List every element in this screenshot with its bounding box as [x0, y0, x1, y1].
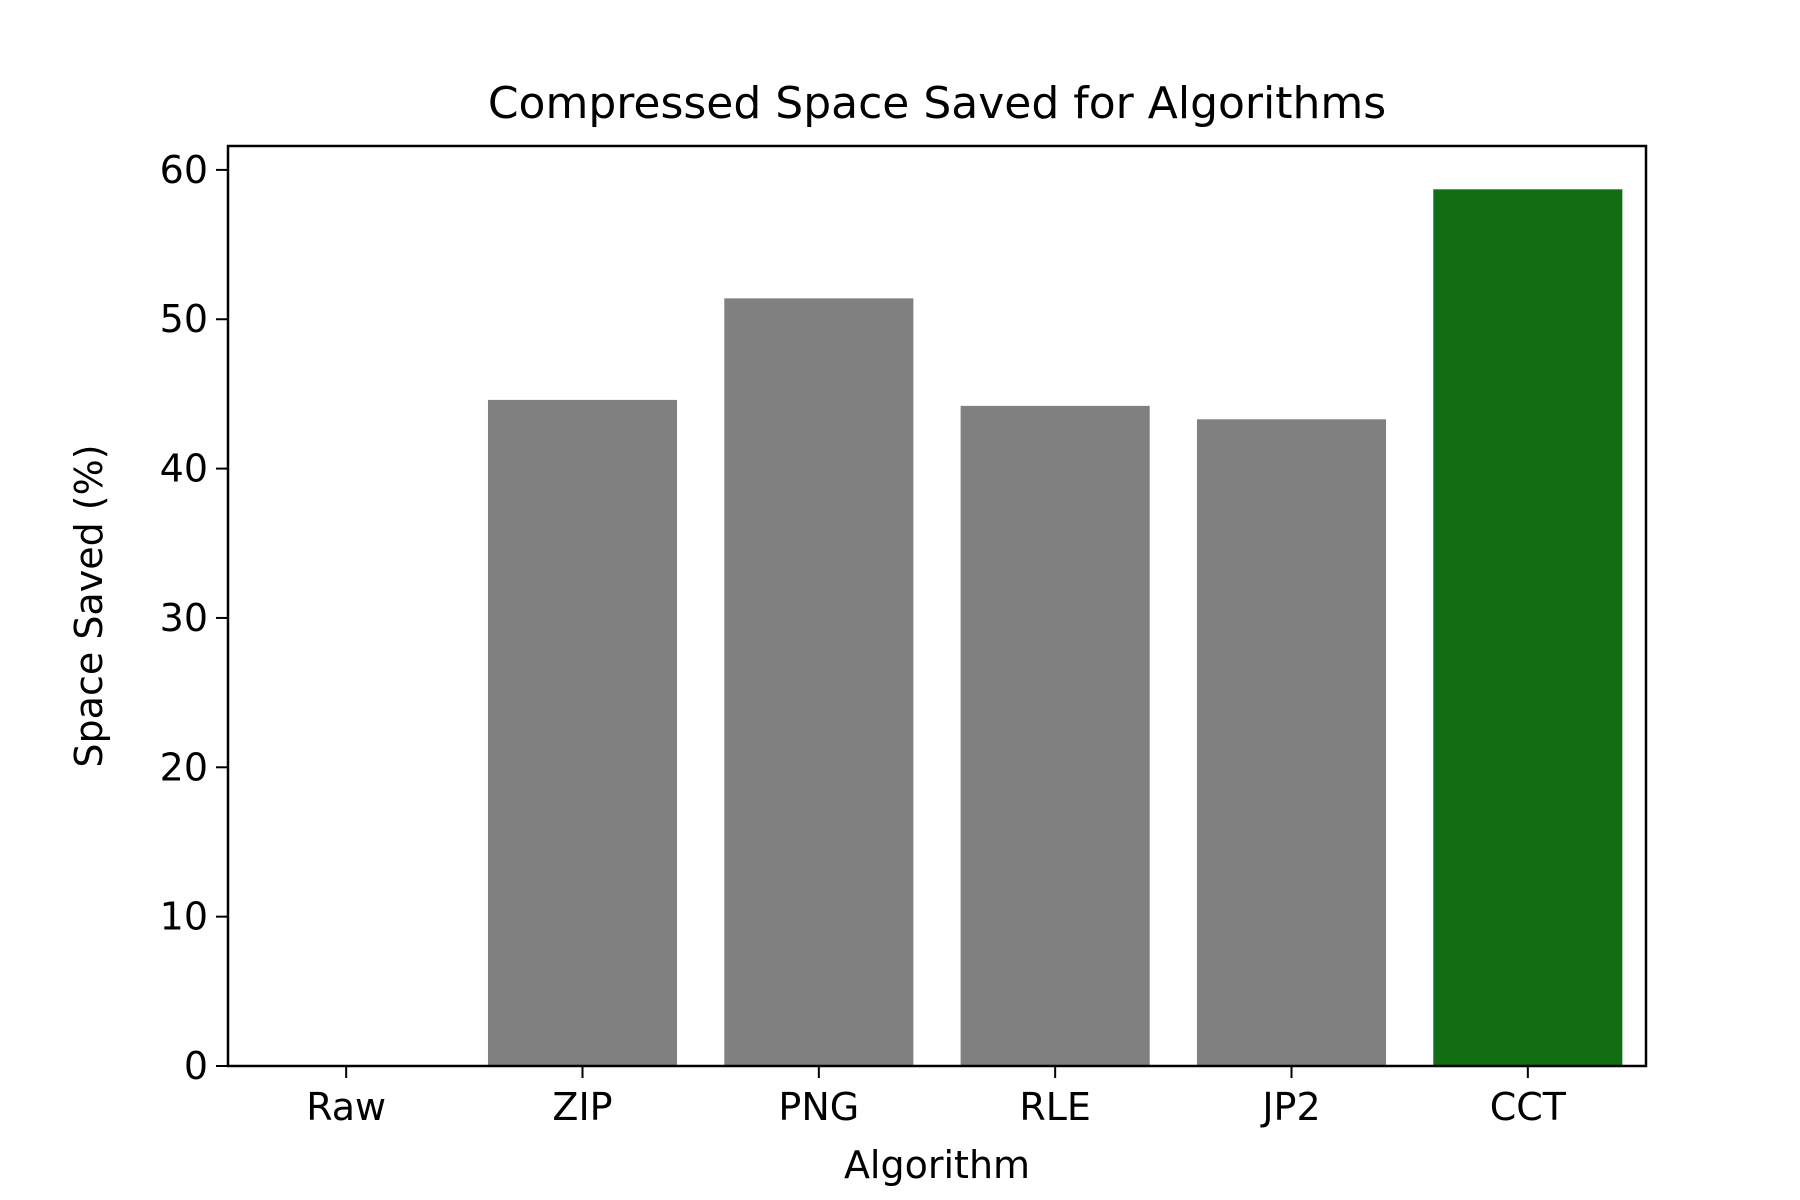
bar-cct — [1433, 189, 1623, 1066]
bar-png — [724, 298, 914, 1067]
y-tick-label: 40 — [160, 447, 208, 491]
x-tick-label: ZIP — [552, 1085, 612, 1129]
y-tick-label: 30 — [160, 596, 208, 640]
y-axis-label: Space Saved (%) — [67, 444, 111, 767]
y-axis: 0 10 20 30 40 50 60 — [160, 148, 228, 1088]
bar-rle — [960, 405, 1150, 1066]
x-axis: Raw ZIP PNG RLE JP2 CCT — [306, 1066, 1567, 1129]
y-tick-label: 10 — [160, 895, 208, 939]
bar-jp2 — [1196, 419, 1387, 1067]
x-tick-label: JP2 — [1260, 1085, 1320, 1129]
y-tick-label: 60 — [160, 148, 208, 192]
plot-area-frame — [226, 144, 1648, 1068]
x-tick-label: RLE — [1019, 1085, 1091, 1129]
bar-zip — [487, 399, 678, 1066]
y-tick-label: 50 — [160, 297, 208, 341]
bars-group — [487, 189, 1623, 1067]
x-tick-label: CCT — [1490, 1085, 1567, 1129]
x-tick-label: PNG — [778, 1085, 859, 1129]
x-axis-label: Algorithm — [844, 1143, 1030, 1187]
x-tick-label: Raw — [306, 1085, 386, 1129]
y-tick-label: 20 — [160, 745, 208, 789]
y-tick-label: 0 — [184, 1044, 208, 1088]
chart-title: Compressed Space Saved for Algorithms — [488, 78, 1386, 129]
